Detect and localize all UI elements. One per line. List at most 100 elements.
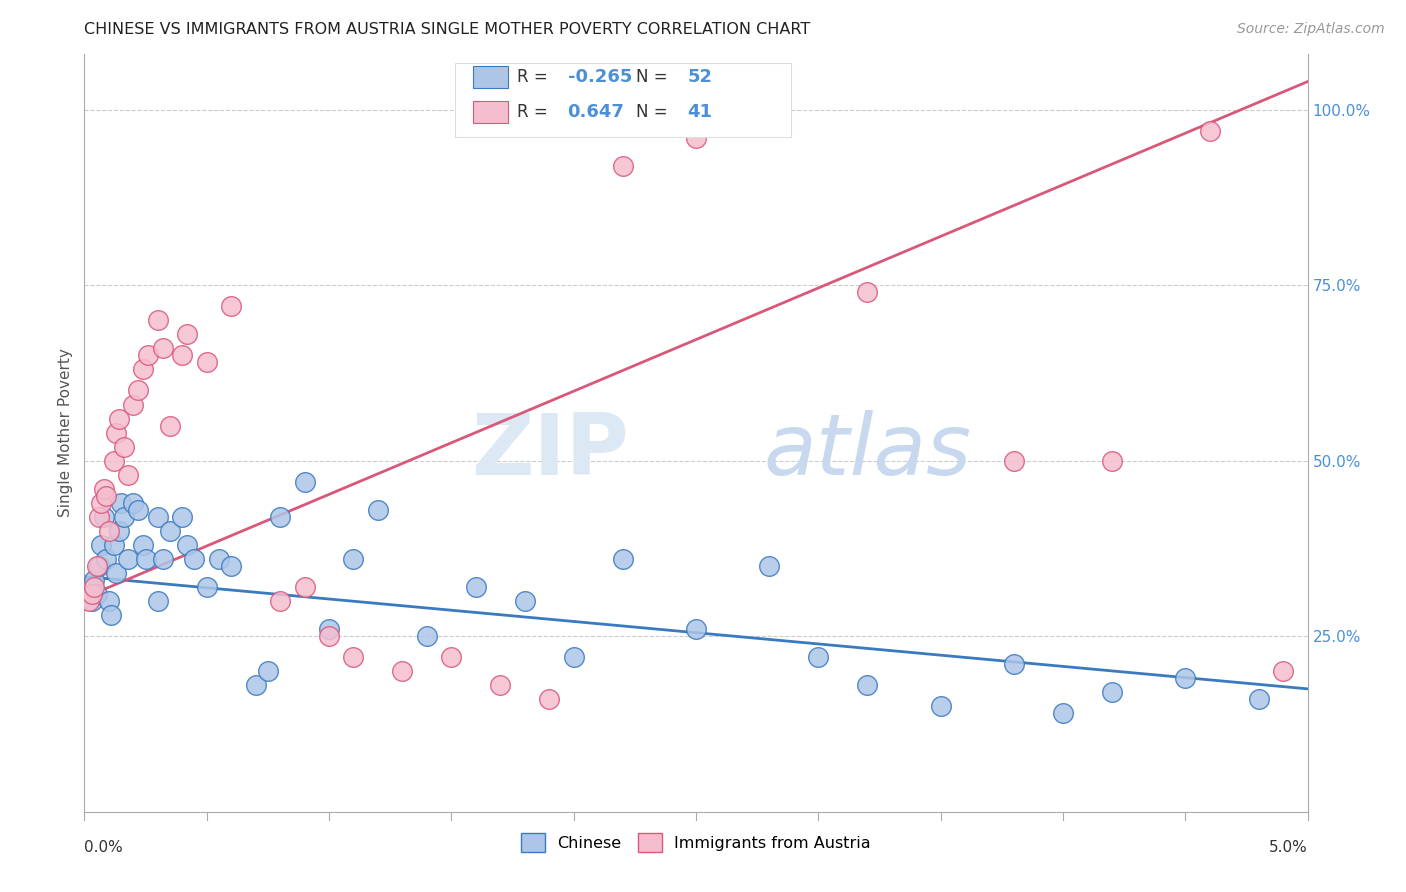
Point <box>758 117 780 131</box>
Point <box>172 509 194 524</box>
Point <box>1101 453 1123 467</box>
Point <box>391 665 413 679</box>
Point <box>97 594 120 608</box>
Text: 52: 52 <box>688 68 713 86</box>
Text: R =: R = <box>517 68 554 86</box>
Text: R =: R = <box>517 103 558 121</box>
Point <box>440 650 463 665</box>
Point <box>135 552 157 566</box>
Point <box>219 559 242 574</box>
Point <box>122 496 145 510</box>
Point <box>110 496 132 510</box>
Text: 0.0%: 0.0% <box>84 839 124 855</box>
Point <box>416 629 439 643</box>
Point <box>132 362 155 376</box>
Point <box>146 594 169 608</box>
Point <box>269 594 291 608</box>
Point <box>90 496 112 510</box>
Point <box>342 552 364 566</box>
Point <box>294 580 316 594</box>
Text: atlas: atlas <box>763 410 972 493</box>
Point <box>112 509 135 524</box>
FancyBboxPatch shape <box>474 101 508 123</box>
Point <box>152 342 174 356</box>
Point <box>105 566 128 580</box>
Point <box>146 313 169 327</box>
Point <box>195 580 218 594</box>
Point <box>612 159 634 173</box>
Point <box>176 538 198 552</box>
Point <box>83 580 105 594</box>
Point <box>856 678 879 692</box>
Point <box>87 509 110 524</box>
Point <box>807 650 830 665</box>
Point <box>159 418 181 433</box>
Point <box>86 559 108 574</box>
Point <box>77 594 100 608</box>
Point <box>80 587 103 601</box>
Point <box>146 509 169 524</box>
Point <box>1272 665 1295 679</box>
Point <box>342 650 364 665</box>
Point <box>93 509 115 524</box>
Point <box>612 552 634 566</box>
Text: Source: ZipAtlas.com: Source: ZipAtlas.com <box>1237 22 1385 37</box>
Text: CHINESE VS IMMIGRANTS FROM AUSTRIA SINGLE MOTHER POVERTY CORRELATION CHART: CHINESE VS IMMIGRANTS FROM AUSTRIA SINGL… <box>84 22 811 37</box>
Point <box>489 678 512 692</box>
Point <box>562 650 585 665</box>
Point <box>152 552 174 566</box>
Point <box>1101 685 1123 699</box>
Point <box>86 587 108 601</box>
Point <box>294 475 316 489</box>
Text: 0.647: 0.647 <box>568 103 624 121</box>
Point <box>117 467 139 482</box>
Point <box>538 692 561 706</box>
Point <box>269 509 291 524</box>
Point <box>96 552 118 566</box>
Point <box>107 411 129 425</box>
Point <box>90 538 112 552</box>
Point <box>929 699 952 714</box>
Point <box>1052 706 1074 721</box>
Point <box>856 285 879 300</box>
Point <box>83 573 105 587</box>
Point <box>318 622 340 636</box>
Y-axis label: Single Mother Poverty: Single Mother Poverty <box>58 348 73 517</box>
FancyBboxPatch shape <box>456 62 792 137</box>
Legend: Chinese, Immigrants from Austria: Chinese, Immigrants from Austria <box>515 827 877 858</box>
Point <box>1198 124 1220 138</box>
Point <box>107 524 129 538</box>
Point <box>195 355 218 369</box>
Point <box>1247 692 1270 706</box>
Point <box>100 608 122 623</box>
Text: 5.0%: 5.0% <box>1268 839 1308 855</box>
Point <box>367 503 389 517</box>
Point <box>112 440 135 454</box>
Point <box>758 559 780 574</box>
Text: ZIP: ZIP <box>471 410 628 493</box>
Point <box>127 503 149 517</box>
Point <box>513 594 536 608</box>
Point <box>103 538 125 552</box>
Point <box>87 559 110 574</box>
Text: -0.265: -0.265 <box>568 68 631 86</box>
Point <box>132 538 155 552</box>
Point <box>1002 657 1025 672</box>
Point <box>685 622 707 636</box>
Point <box>117 552 139 566</box>
Point <box>685 130 707 145</box>
FancyBboxPatch shape <box>474 66 508 88</box>
Point <box>127 384 149 398</box>
Point <box>245 678 267 692</box>
Point <box>183 552 205 566</box>
Point <box>80 594 103 608</box>
Point <box>1002 453 1025 467</box>
Point <box>122 398 145 412</box>
Point <box>77 580 100 594</box>
Point <box>172 348 194 362</box>
Text: N =: N = <box>636 68 673 86</box>
Text: N =: N = <box>636 103 673 121</box>
Point <box>176 327 198 342</box>
Point <box>103 453 125 467</box>
Point <box>1174 671 1197 685</box>
